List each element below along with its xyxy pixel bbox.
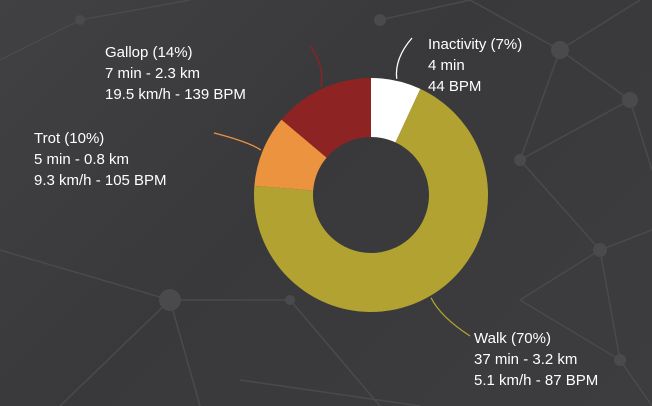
label-trot-title: Trot (10%) <box>34 130 105 147</box>
slice-gallop <box>281 78 371 158</box>
label-walk-line1: 37 min - 3.2 km <box>474 351 578 368</box>
label-trot-line1: 5 min - 0.8 km <box>34 151 130 168</box>
leader-line-inactivity <box>395 37 413 79</box>
label-walk-line2: 5.1 km/h - 87 BPM <box>474 372 599 389</box>
donut-slices <box>254 78 488 313</box>
label-inactivity-line1: 4 min <box>428 57 465 74</box>
label-gallop-line1: 7 min - 2.3 km <box>105 65 201 82</box>
slice-inactivity <box>371 78 421 143</box>
leader-line-walk <box>430 297 471 337</box>
leader-lines <box>213 37 471 337</box>
label-trot-line2: 9.3 km/h - 105 BPM <box>34 172 167 189</box>
label-inactivity-line2: 44 BPM <box>428 78 482 95</box>
slice-trot <box>254 119 327 191</box>
label-trot: Trot (10%) 5 min - 0.8 km 9.3 km/h - 105… <box>34 128 167 191</box>
leader-line-gallop <box>309 45 323 88</box>
label-walk-title: Walk (70%) <box>474 330 551 347</box>
slice-walk <box>254 88 488 313</box>
label-gallop: Gallop (14%) 7 min - 2.3 km 19.5 km/h - … <box>105 42 246 105</box>
label-inactivity-title: Inactivity (7%) <box>428 36 523 53</box>
label-inactivity: Inactivity (7%) 4 min 44 BPM <box>428 34 522 97</box>
label-gallop-title: Gallop (14%) <box>105 44 193 61</box>
label-gallop-line2: 19.5 km/h - 139 BPM <box>105 86 246 103</box>
label-walk: Walk (70%) 37 min - 3.2 km 5.1 km/h - 87… <box>474 328 598 391</box>
leader-line-trot <box>213 132 262 151</box>
